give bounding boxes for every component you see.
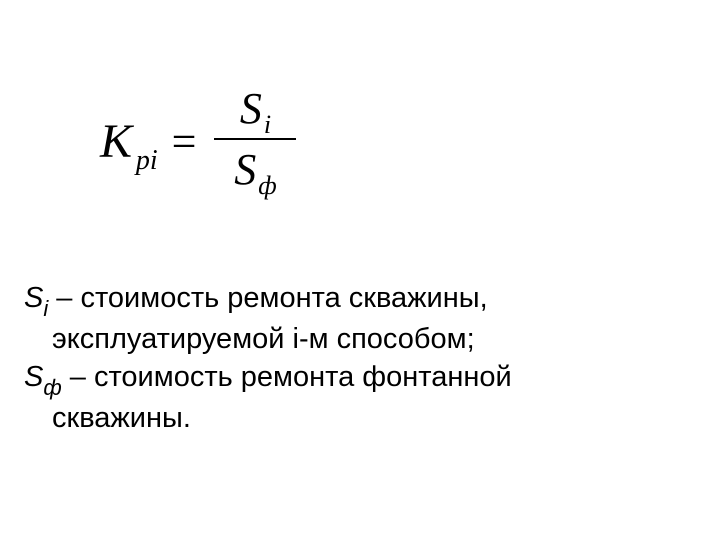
- formula-variable-K: К: [100, 114, 132, 169]
- def3-text: – стоимость ремонта фонтанной: [62, 361, 512, 393]
- def2-text: эксплуатируемой i-м способом;: [52, 323, 475, 355]
- numerator-S: S: [240, 83, 262, 134]
- fraction-numerator: S i: [240, 83, 271, 134]
- equals-sign: =: [172, 116, 197, 167]
- definition-line-2: эксплуатируемой i-м способом;: [24, 321, 696, 359]
- def1-symbol-S: S: [24, 282, 43, 314]
- denominator-S: S: [234, 144, 256, 195]
- def3-symbol-S: S: [24, 361, 43, 393]
- def4-text: скважины.: [52, 402, 191, 434]
- fraction: S i S ф: [214, 83, 296, 195]
- formula-block: К pi = S i S ф: [100, 85, 296, 197]
- formula-subscript-pi: pi: [136, 145, 158, 177]
- def1-text: – стоимость ремонта скважины,: [48, 282, 487, 314]
- def1-subscript-i: i: [43, 296, 48, 321]
- def3-subscript-f: ф: [43, 375, 61, 400]
- denominator-sub-f: ф: [258, 171, 276, 201]
- numerator-sub-i: i: [264, 110, 271, 140]
- definitions-block: Si – стоимость ремонта скважины, эксплуа…: [24, 280, 696, 438]
- fraction-denominator: S ф: [234, 144, 276, 195]
- definition-line-3: Sф – стоимость ремонта фонтанной: [24, 359, 696, 400]
- definition-line-4: скважины.: [24, 400, 696, 438]
- fraction-line: [214, 138, 296, 140]
- formula-lhs: К pi: [100, 114, 158, 169]
- definition-line-1: Si – стоимость ремонта скважины,: [24, 280, 696, 321]
